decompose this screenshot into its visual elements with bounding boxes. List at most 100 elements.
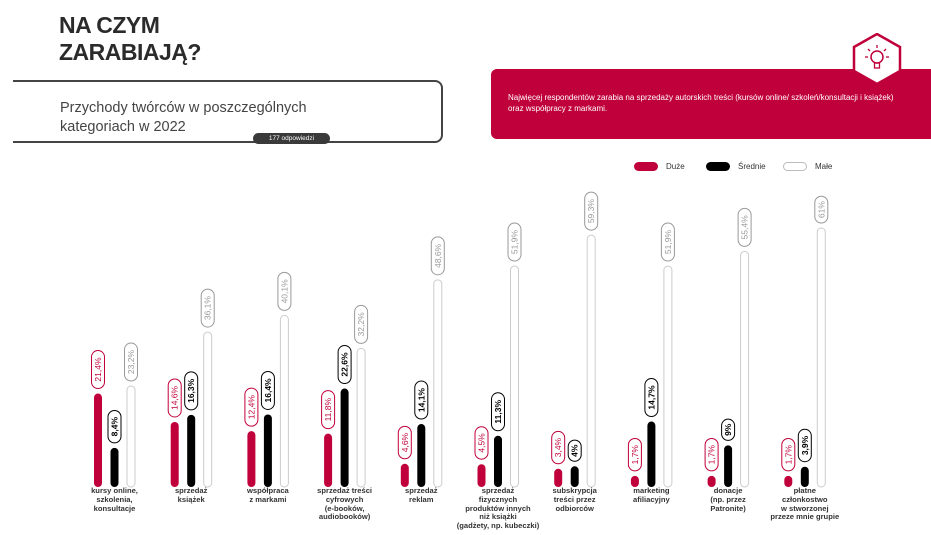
bar-małe	[433, 279, 443, 488]
value-pill	[430, 236, 445, 276]
callout-box	[491, 69, 931, 139]
bar-małe	[356, 347, 366, 488]
value-pill	[704, 437, 719, 472]
bar-duże	[324, 433, 333, 487]
legend-swatch	[634, 162, 658, 171]
bar-małe	[126, 385, 136, 488]
data-label: 40,1%	[279, 279, 289, 304]
legend-swatch	[783, 162, 807, 171]
bar-małe	[663, 265, 673, 488]
data-label: 61%	[816, 201, 826, 218]
value-pill	[551, 430, 566, 465]
bar-średnie	[263, 414, 272, 487]
category-label: marketing afiliacyjny	[633, 486, 670, 504]
bar-małe	[279, 314, 289, 488]
bar-małe	[816, 227, 826, 488]
bar-średnie	[647, 421, 656, 487]
value-pill	[721, 418, 736, 441]
category-label: sprzedaż reklam	[405, 486, 438, 504]
data-label: 1,7%	[707, 445, 717, 465]
bar-duże	[554, 468, 563, 487]
title-line-2: ZARABIAJĄ?	[59, 39, 201, 65]
bar-średnie	[570, 466, 579, 487]
bar-małe	[203, 331, 213, 488]
bar-duże	[247, 431, 256, 487]
data-label: 36,1%	[203, 296, 213, 321]
value-pill	[200, 288, 215, 328]
bar-duże	[477, 464, 486, 487]
value-pill	[244, 387, 259, 427]
category-label: płatne członkostwo w stworzonej przeze mnie…	[770, 486, 840, 522]
value-pill	[260, 370, 275, 410]
bar-małe	[510, 265, 519, 488]
value-pill	[277, 271, 292, 311]
data-label: 4,6%	[400, 432, 410, 452]
subtitle-line-2: kategoriach w 2022	[60, 119, 186, 135]
bar-duże	[400, 463, 409, 487]
bar-średnie	[800, 466, 809, 487]
page-title: NA CZYM ZARABIAJĄ?	[59, 12, 201, 66]
data-label: 1,7%	[783, 445, 793, 465]
data-label: 8,4%	[110, 417, 120, 437]
legend-label: Średnie	[738, 162, 766, 171]
bar-średnie	[187, 414, 196, 487]
data-label: 14,7%	[646, 385, 656, 410]
bar-małe	[740, 250, 750, 488]
data-label: 3,4%	[553, 437, 563, 457]
value-pill	[491, 392, 505, 432]
data-label: 3,9%	[800, 435, 810, 455]
category-label: sprzedaż treści cyfrowych (e-booków, audiob…	[317, 486, 373, 522]
data-label: 14,6%	[170, 385, 180, 410]
value-pill	[124, 342, 138, 382]
data-label: 21,4%	[93, 357, 103, 382]
value-pill	[397, 425, 412, 460]
bar-średnie	[417, 424, 426, 487]
value-pill	[660, 222, 675, 262]
subtitle-line-1: Przychody twórców w poszczególnych	[60, 100, 307, 116]
legend-swatch	[706, 162, 730, 171]
data-label: 4,5%	[477, 433, 487, 453]
data-label: 11,3%	[493, 400, 503, 424]
data-label: 14,1%	[416, 388, 426, 413]
value-pill	[627, 437, 642, 472]
bar-duże	[707, 475, 716, 487]
subtitle-frame	[13, 80, 443, 143]
value-pill	[737, 207, 752, 247]
data-label: 12,4%	[246, 395, 256, 420]
title-line-1: NA CZYM	[59, 12, 160, 38]
value-pill	[814, 195, 829, 224]
data-label: 11,8%	[323, 398, 333, 422]
value-pill	[507, 222, 522, 262]
value-pill	[781, 437, 796, 472]
value-pill	[414, 380, 429, 420]
data-label: 51,9%	[663, 230, 673, 255]
bar-średnie	[110, 447, 119, 487]
data-label: 16,3%	[186, 378, 196, 403]
category-label: kursy online, szkolenia, konsultacje	[91, 486, 138, 513]
bar-średnie	[494, 435, 502, 487]
data-label: 23,2%	[126, 350, 136, 375]
bar-duże	[630, 475, 639, 487]
bar-duże	[170, 421, 179, 487]
data-label: 4%	[570, 444, 580, 457]
category-label: subskrypcja treści przez odbiorców	[552, 486, 597, 513]
data-label: 55,4%	[740, 215, 750, 240]
bar-małe	[586, 234, 596, 488]
value-pill	[107, 409, 122, 444]
data-label: 51,9%	[510, 230, 520, 255]
category-label: sprzedaż książek	[174, 486, 208, 504]
legend-label: Małe	[815, 162, 833, 171]
bar-duże	[784, 475, 793, 487]
responses-badge: 177 odpowiedzi	[253, 133, 330, 144]
value-pill	[91, 350, 105, 390]
data-label: 1,7%	[630, 445, 640, 465]
data-label: 32,2%	[356, 312, 366, 337]
data-label: 16,4%	[263, 378, 273, 403]
data-label: 22,6%	[340, 352, 350, 377]
value-pill	[567, 439, 582, 462]
lightbulb-icon	[852, 33, 902, 85]
data-label: 9%	[723, 423, 733, 436]
value-pill	[184, 371, 199, 411]
value-pill	[321, 390, 336, 430]
